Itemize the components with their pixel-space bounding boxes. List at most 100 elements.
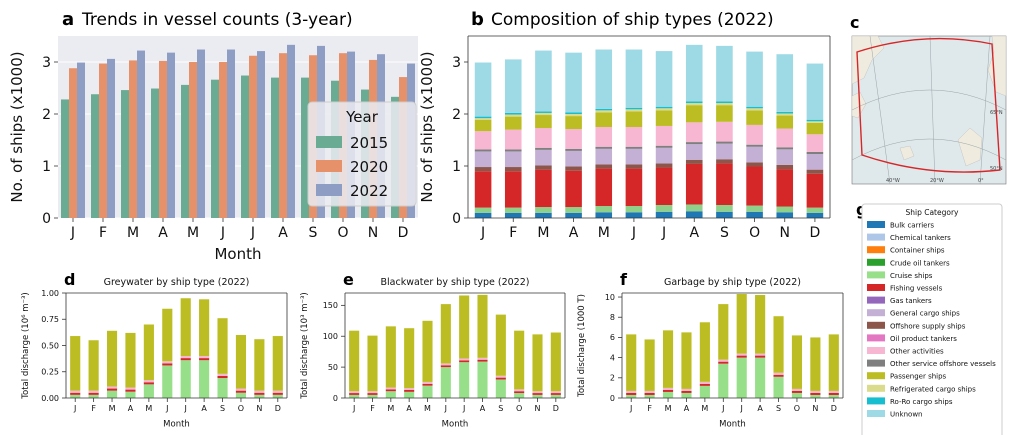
bar-2020-2: [129, 60, 137, 218]
bar-segment-7: [685, 211, 703, 218]
bar-segment-11: [806, 212, 824, 218]
bar-segment-0: [70, 392, 81, 395]
x-axis-label: Month: [442, 420, 469, 430]
bar-segment-8: [716, 163, 733, 205]
bar-segment-10: [776, 128, 794, 148]
legend-item-label: Chemical tankers: [890, 234, 951, 242]
bar-segment-3: [125, 389, 136, 392]
x-axis-label: Month: [163, 420, 190, 430]
bar-segment-5: [625, 109, 643, 112]
bar-segment-11: [806, 119, 824, 122]
bar-segment-0: [474, 212, 492, 218]
bar-segment-3: [565, 116, 582, 130]
bar-segment-2: [535, 112, 552, 116]
bar-segment-4: [422, 383, 433, 386]
bar-segment-7: [477, 294, 488, 358]
y-tick-label: 0: [452, 211, 461, 227]
legend-swatch-2020: [316, 160, 342, 172]
bar-segment-3: [125, 391, 136, 398]
bar-segment-8: [495, 375, 506, 378]
chart-title: Greywater by ship type (2022): [104, 277, 250, 288]
legend-swatch: [867, 258, 885, 266]
bar-segment-9: [746, 205, 763, 212]
y-tick-label: 1: [42, 159, 51, 175]
bar-segment-8: [716, 205, 733, 212]
bar-segment-8: [716, 143, 733, 160]
bar-segment-3: [565, 52, 582, 113]
bar-segment-7: [685, 163, 703, 205]
x-tick-label: M: [145, 404, 152, 413]
bar-segment-10: [254, 390, 265, 393]
map-meridian-40w: [869, 35, 891, 185]
bar-segment-3: [681, 390, 692, 393]
x-tick-label: A: [480, 404, 486, 413]
x-tick-label: M: [598, 225, 610, 241]
bar-segment-10: [532, 334, 543, 392]
y-tick-label: 50: [328, 363, 338, 372]
bar-segment-10: [810, 392, 821, 395]
bar-segment-11: [272, 336, 283, 391]
x-tick-label: A: [201, 404, 207, 413]
bar-segment-1: [88, 340, 99, 391]
bar-2015-4: [181, 84, 189, 218]
bar-segment-10: [810, 337, 821, 391]
bar-segment-3: [404, 388, 415, 390]
x-tick-label: J: [740, 404, 743, 413]
bar-segment-4: [595, 168, 613, 207]
legend-item-label: Cruise ships: [890, 272, 933, 280]
legend-swatch: [867, 309, 885, 317]
x-tick-label: S: [220, 404, 225, 413]
legend-item-label: Refrigerated cargo ships: [890, 385, 976, 393]
bar-segment-3: [681, 332, 692, 389]
bar-segment-2: [106, 388, 118, 391]
bar-segment-8: [217, 378, 228, 398]
bar-segment-8: [217, 373, 228, 376]
x-tick-label: N: [368, 225, 378, 241]
bar-segment-9: [791, 335, 803, 389]
x-tick-label: M: [187, 225, 199, 241]
bar-segment-7: [685, 204, 703, 212]
x-tick-label: A: [569, 225, 579, 241]
x-tick-label: M: [701, 404, 708, 413]
x-tick-label: O: [794, 404, 800, 413]
bar-segment-9: [235, 335, 247, 389]
bar-2022-5: [227, 49, 235, 218]
x-tick-label: O: [749, 225, 760, 241]
bar-segment-9: [235, 390, 247, 393]
bar-segment-4: [143, 324, 154, 381]
bar-segment-4: [699, 381, 710, 384]
bar-segment-2: [385, 389, 396, 392]
bar-segment-0: [474, 131, 492, 150]
x-tick-label: A: [684, 404, 690, 413]
bar-segment-10: [810, 394, 821, 398]
bar-segment-7: [685, 122, 703, 143]
legend-item-label: Passenger ships: [890, 373, 947, 381]
bar-segment-7: [685, 101, 703, 104]
bar-segment-7: [685, 103, 703, 106]
bar-segment-11: [828, 392, 839, 395]
bar-segment-3: [404, 389, 415, 392]
y-tick-label: 0.50: [41, 341, 59, 350]
legend-item-label: Fishing vessels: [890, 285, 943, 293]
y-tick-label: 0.75: [41, 315, 59, 324]
map-lon-label-20w: 20°W: [930, 178, 944, 184]
bar-segment-6: [459, 360, 470, 363]
bar-segment-6: [655, 108, 673, 111]
bar-segment-8: [716, 101, 733, 104]
panel-a: a Trends in vessel counts (3-year) 0 1 2 3 J…: [8, 9, 418, 263]
y-tick-label: 2: [610, 374, 615, 383]
bar-segment-5: [718, 363, 729, 398]
bar-segment-10: [810, 390, 821, 393]
bar-segment-2: [385, 326, 396, 388]
bar-segment-4: [143, 384, 154, 398]
x-tick-label: A: [278, 225, 288, 241]
y-tick-label: 3: [42, 55, 51, 71]
bar-segment-4: [699, 322, 710, 382]
x-tick-label: J: [444, 404, 447, 413]
legend-title: Ship Category: [905, 208, 959, 217]
bar-segment-4: [422, 381, 433, 384]
bar-segment-11: [806, 173, 824, 208]
legend-item-label: Bulk carriers: [890, 222, 934, 230]
